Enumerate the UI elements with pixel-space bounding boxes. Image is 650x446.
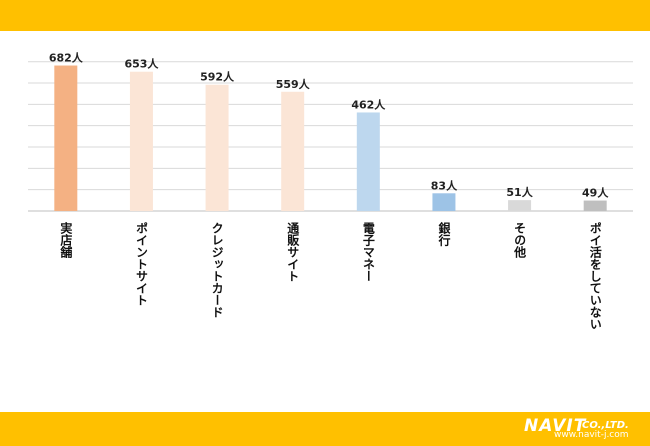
bar <box>432 193 456 211</box>
logo-text: NAVIT <box>524 416 587 436</box>
logo-suffix: CO.,LTD. <box>582 420 629 431</box>
data-label: 559人 <box>276 77 311 91</box>
category-label: 電子マネー <box>361 222 376 282</box>
top-banner <box>0 0 650 31</box>
data-label: 83人 <box>431 178 458 192</box>
bar <box>129 71 153 211</box>
category-label: その他 <box>512 222 527 258</box>
category-label: 銀行 <box>436 222 451 246</box>
bottom-banner <box>0 412 650 446</box>
category-label: ポイントサイト <box>134 222 149 306</box>
bar <box>583 200 607 211</box>
bar <box>508 200 532 211</box>
data-label: 682人 <box>49 51 84 65</box>
logo-url: www.navit-j.com <box>554 430 629 440</box>
bar <box>356 112 380 211</box>
navit-logo: NAVIT CO.,LTD. www.navit-j.com <box>524 416 640 442</box>
category-label: 通販サイト <box>285 222 300 282</box>
data-label: 592人 <box>200 70 235 84</box>
category-label: ポイ活をしていない <box>588 222 603 330</box>
category-label: 実店舗 <box>58 222 73 258</box>
bar <box>205 84 229 211</box>
data-label: 653人 <box>124 57 159 71</box>
data-label: 51人 <box>506 185 533 199</box>
category-label: クレジットカード <box>210 222 225 318</box>
data-label: 49人 <box>582 186 609 200</box>
bar <box>281 91 305 211</box>
data-label: 462人 <box>351 97 386 111</box>
bar <box>54 65 78 211</box>
